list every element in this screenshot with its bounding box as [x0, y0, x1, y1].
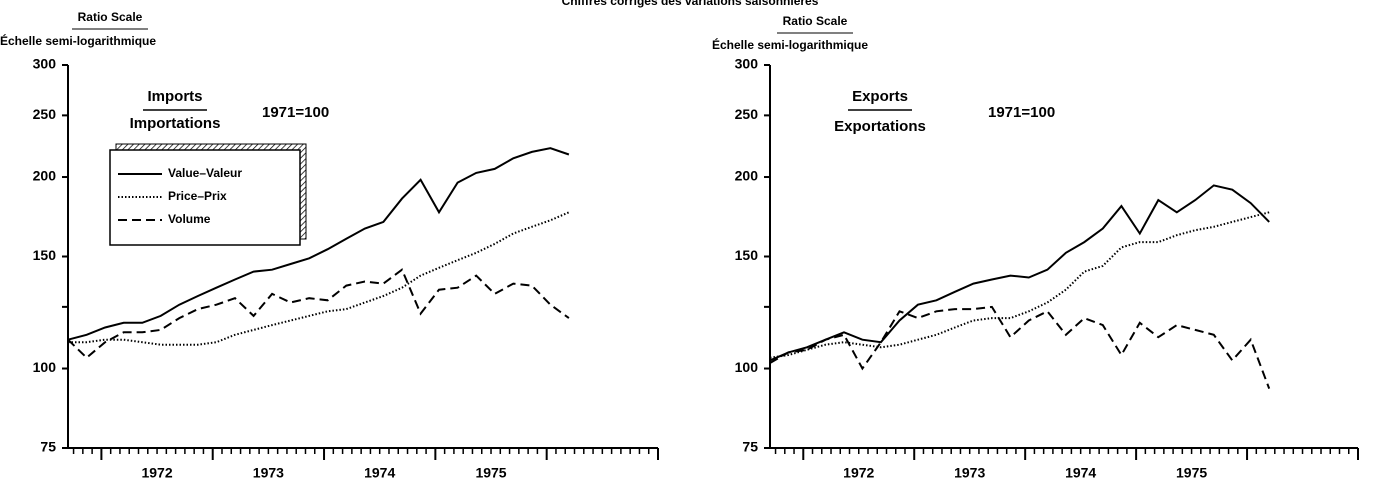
y-tick-label: 300	[735, 56, 759, 72]
series-line	[67, 147, 570, 341]
chart-title-alt: Exportations	[834, 118, 926, 135]
y-axis-label-alt: Échelle semi-logarithmique	[712, 37, 868, 52]
x-tick-label: 1974	[1065, 465, 1096, 481]
chart-title: Imports	[147, 88, 202, 105]
y-tick-label: 250	[735, 106, 759, 122]
legend-label: Volume	[168, 212, 211, 226]
series-line	[67, 268, 570, 360]
y-tick-label: 150	[33, 247, 57, 263]
y-axis-label: Ratio Scale	[783, 14, 848, 28]
y-tick-label: 150	[735, 247, 759, 263]
series-line	[769, 211, 1270, 359]
legend-label: Value–Valeur	[168, 166, 242, 180]
x-tick-label: 1972	[843, 465, 874, 481]
y-tick-label: 300	[33, 56, 57, 72]
base-label: 1971=100	[988, 104, 1055, 121]
x-tick-label: 1973	[954, 465, 985, 481]
base-label: 1971=100	[262, 104, 329, 121]
series-line	[769, 305, 1271, 389]
y-tick-label: 100	[735, 359, 759, 375]
y-axis-label: Ratio Scale	[78, 10, 143, 24]
y-tick-label: 75	[742, 439, 758, 455]
legend-box	[109, 149, 301, 246]
chart-title: Exports	[852, 88, 908, 105]
y-axis-label-alt: Échelle semi-logarithmique	[0, 33, 156, 48]
subtitle: Chiffres corrigés des variations saisonn…	[562, 0, 819, 8]
x-tick-label: 1972	[141, 465, 172, 481]
y-tick-label: 75	[40, 439, 56, 455]
y-tick-label: 200	[735, 168, 759, 184]
y-tick-label: 200	[33, 168, 57, 184]
y-tick-label: 250	[33, 106, 57, 122]
x-tick-label: 1975	[1176, 465, 1207, 481]
series-line	[769, 184, 1270, 362]
chart-title-alt: Importations	[130, 115, 221, 132]
x-tick-label: 1973	[253, 465, 284, 481]
x-tick-label: 1974	[364, 465, 395, 481]
y-tick-label: 100	[33, 359, 57, 375]
legend-label: Price–Prix	[168, 189, 227, 203]
x-tick-label: 1975	[475, 465, 506, 481]
